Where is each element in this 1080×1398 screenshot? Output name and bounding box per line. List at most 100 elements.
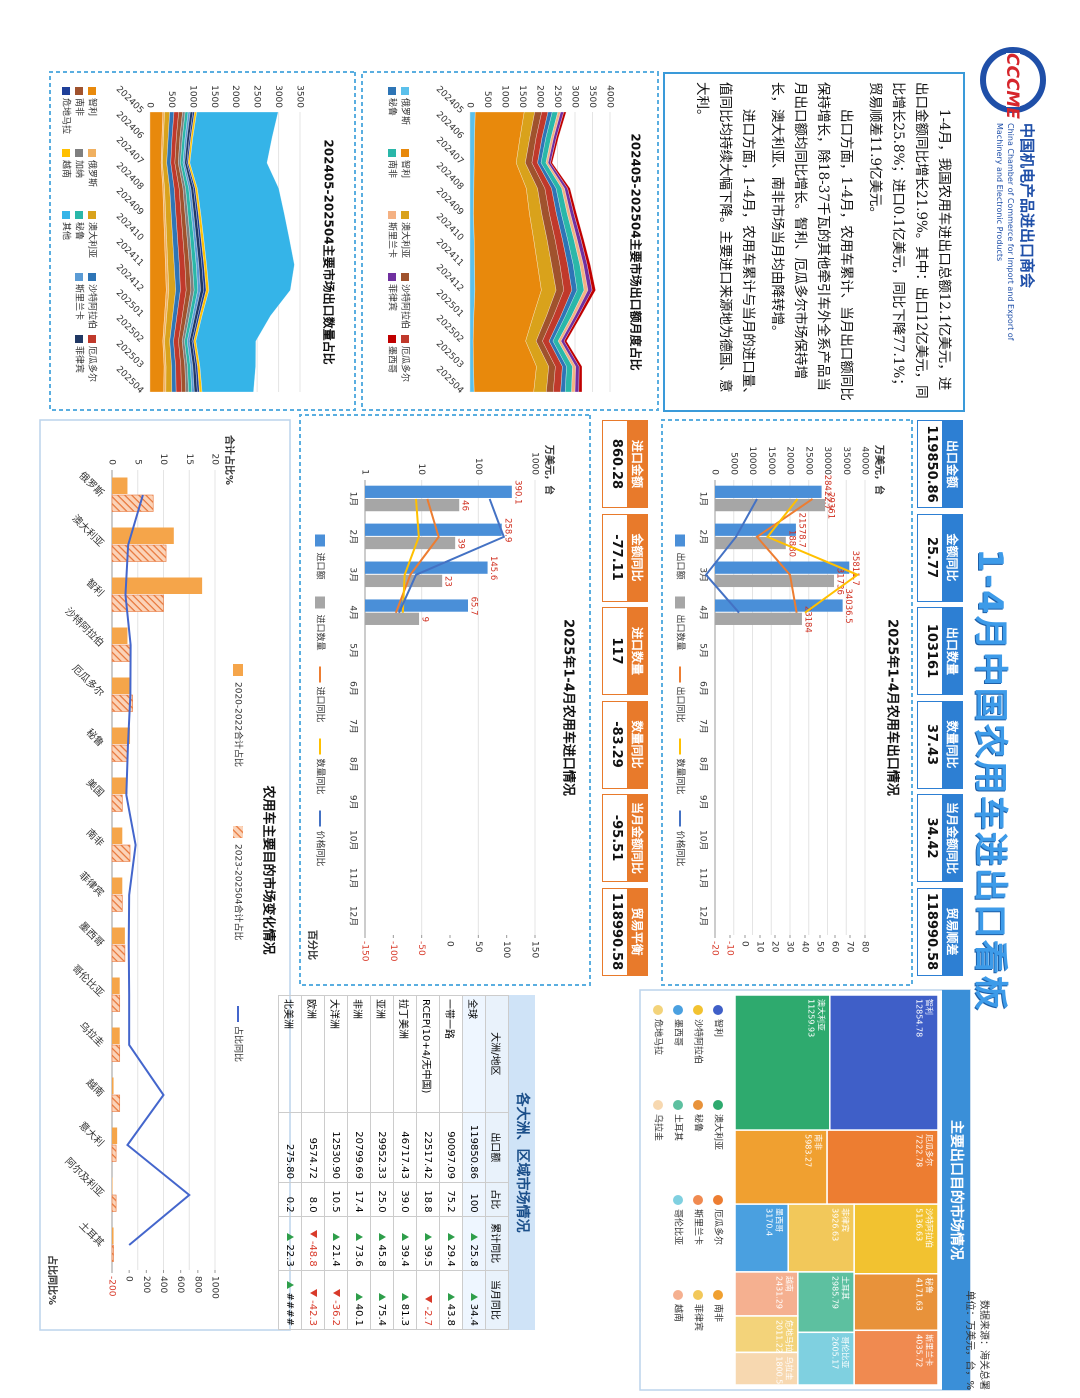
bar-label: 9 <box>420 617 430 622</box>
legend-label: 沙特阿拉伯 <box>87 284 99 329</box>
y2-tick-label: 1000 <box>210 1276 220 1299</box>
table-cell: -48.8 <box>301 1216 325 1271</box>
trend-arrow <box>310 1229 317 1238</box>
legend-swatch <box>62 211 70 219</box>
bar <box>714 574 835 588</box>
cell-value: 4035.72 <box>915 1334 924 1367</box>
table-cell: 17.4 <box>347 1182 371 1217</box>
cell-text: 119850.86 <box>468 1124 480 1179</box>
y2-tick-label: 150 <box>530 941 540 958</box>
cell-text: 81.3 <box>399 1303 411 1326</box>
chart-title: 2025年1-4月农用车出口情况 <box>885 619 901 796</box>
cell-name: 秘鲁 <box>925 1278 935 1294</box>
y-axis-label: 合计占比% <box>223 434 236 485</box>
kpi-value: 118990.58 <box>609 892 624 971</box>
kpi-value: 34.42 <box>924 817 939 859</box>
legend-label: 厄瓜多尔 <box>713 1209 725 1245</box>
bar-label: 29361 <box>826 492 836 519</box>
bar <box>111 794 123 812</box>
area <box>189 111 295 393</box>
x-tick-label: 1月 <box>698 492 709 507</box>
legend-swatch <box>401 335 409 343</box>
kpi-value: 103161 <box>924 623 939 679</box>
table-cell: 25.0 <box>370 1182 394 1217</box>
cell-name: 危地马拉 <box>784 1320 794 1352</box>
bar <box>364 612 420 625</box>
legend-label: 进口数量 <box>315 615 327 651</box>
table-row: 亚洲 29952.33 25.0 45.8 75.4 <box>370 995 394 1330</box>
table-cell: 100 <box>462 1182 486 1217</box>
cell-value: 3170.4 <box>765 1208 774 1236</box>
y-tick-label: 5 <box>132 459 142 465</box>
cell-text: 北美洲 <box>282 999 294 1029</box>
x-tick-label: 土耳其 <box>77 1219 107 1249</box>
table-cell: 0.2 <box>278 1182 302 1217</box>
cell-text: 43.8 <box>445 1303 457 1326</box>
bar-label: 35811.7 <box>850 551 860 586</box>
kpi-label: 出口数量 <box>942 608 962 694</box>
y-tick-label: 500 <box>166 91 176 108</box>
table-cell: -2.7 <box>416 1270 440 1330</box>
legend-swatch <box>75 211 83 219</box>
kpi-card: 进口数量 117 <box>602 607 648 695</box>
org-cn: 中国机电产品进出口商会 <box>1018 123 1036 289</box>
y-tick-label: 2500 <box>252 85 262 108</box>
legend-swatch <box>315 534 325 547</box>
bar-label: 65.7 <box>468 597 478 616</box>
legend-label: 厄瓜多尔 <box>87 346 99 382</box>
table-cell: RCEP(10+4/无中国) <box>416 995 440 1113</box>
bar <box>112 627 128 644</box>
table-cell: 大洋洲 <box>324 995 348 1113</box>
cell-text: 90097.09 <box>445 1131 457 1179</box>
legend-swatch <box>315 596 325 609</box>
table-row: 北美洲 275.80 0.2 22.3 #### <box>278 995 302 1330</box>
y-axis-label: 万美元，台 <box>543 444 556 495</box>
bar <box>111 977 120 994</box>
bar <box>112 777 128 794</box>
line <box>124 494 191 1246</box>
cell-text: 17.4 <box>353 1190 365 1213</box>
y-tick-label: 1000 <box>500 85 510 108</box>
y-tick-label: 10000 <box>747 446 757 475</box>
source-text: 数据来源：海关总署 <box>978 1300 989 1390</box>
import-panel <box>299 414 591 986</box>
legend-label: 智利 <box>400 160 412 178</box>
legend-swatch <box>388 273 396 281</box>
org-en: China Chamber of Commerce for Import and… <box>995 123 1015 341</box>
legend-swatch <box>653 1100 663 1110</box>
kpi-card: 出口数量 103161 <box>917 607 963 695</box>
bar <box>111 1227 114 1244</box>
y-tick-label: 20000 <box>785 446 795 475</box>
table-cell: 9574.72 <box>301 1112 325 1183</box>
trend-arrow <box>356 1292 363 1301</box>
y-tick-label: 2000 <box>535 85 545 108</box>
legend-swatch <box>673 1290 683 1300</box>
region-table: 各大洲、区域市场情况 大洲/地区 出口额 占比 累计同比 当月同比 全球 119850.86 1… <box>278 995 535 1330</box>
table-cell: 39.0 <box>393 1182 417 1217</box>
legend-label: 斯里兰卡 <box>387 222 399 258</box>
table: 大洲/地区 出口额 占比 累计同比 当月同比 全球 119850.86 100 25.8 34.4… <box>278 995 509 1330</box>
bar <box>111 877 123 894</box>
y-tick-label: 1500 <box>517 85 527 108</box>
x-tick-label: 11月 <box>348 868 359 888</box>
cell-text: 拉丁美洲 <box>397 999 409 1039</box>
y-tick-label: 3500 <box>587 85 597 108</box>
legend-label: 数量同比 <box>675 759 687 795</box>
cell-name: 菲律宾 <box>841 1208 851 1232</box>
trend-arrow <box>287 1233 294 1242</box>
kpi-label: 数量同比 <box>627 701 647 788</box>
legend-label: 2020-2022合计占比 <box>233 682 245 767</box>
table-cell: 45.8 <box>370 1216 394 1271</box>
cell-text: 45.8 <box>376 1244 388 1267</box>
x-tick-label: 5月 <box>348 643 359 658</box>
bar <box>111 894 123 912</box>
legend-label: 乌拉圭 <box>653 1114 665 1141</box>
bar <box>112 1177 113 1194</box>
legend-label: 数量同比 <box>315 759 327 795</box>
x-tick-label: 8月 <box>348 757 359 772</box>
cell-text: 275.80 <box>284 1143 296 1179</box>
cell-name: 哥伦比亚 <box>841 1336 851 1368</box>
y-tick-label: 3000 <box>570 85 580 108</box>
kpi-label: 进口数量 <box>627 608 647 694</box>
